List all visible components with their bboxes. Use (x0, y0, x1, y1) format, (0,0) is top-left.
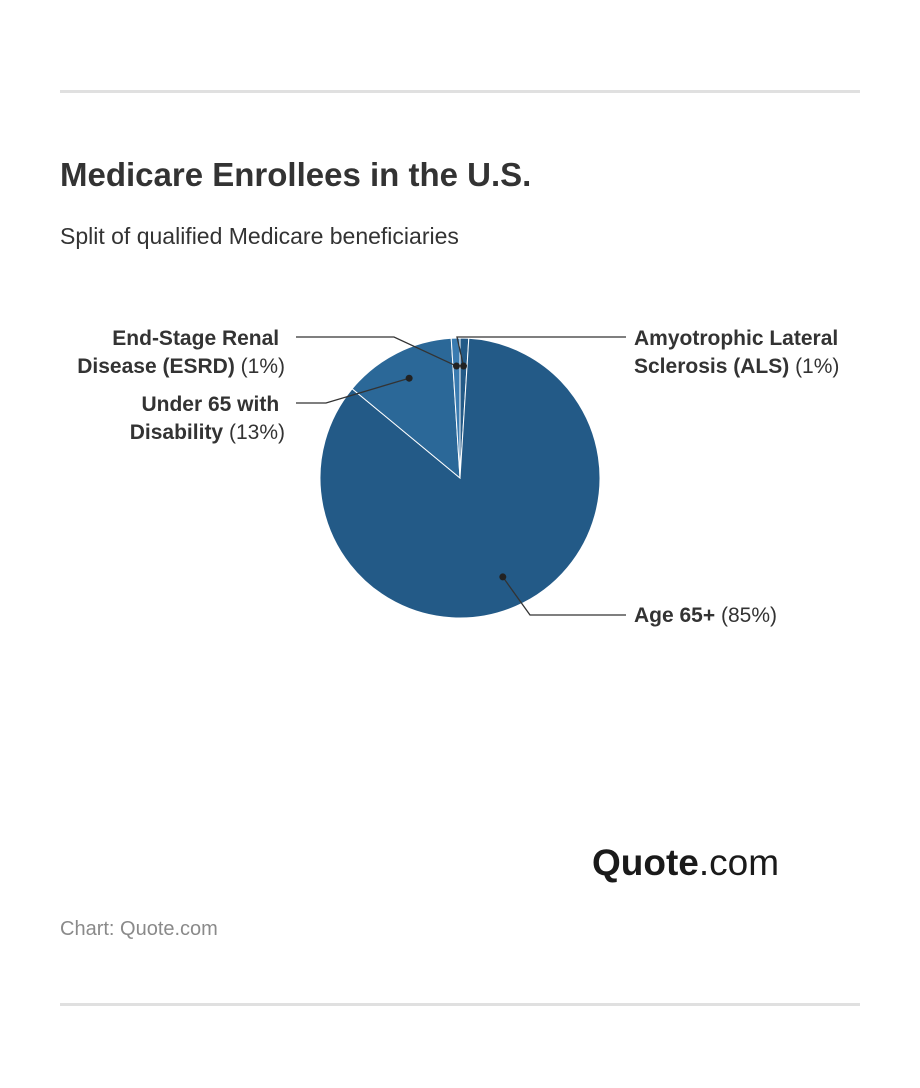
pie-chart: End-Stage Renal Disease (ESRD) (1%) Unde… (77, 327, 844, 627)
leader-under-65-disability-dot (405, 374, 413, 382)
bottom-divider (60, 1003, 860, 1006)
leader-als (456, 336, 626, 367)
top-divider (60, 90, 860, 93)
label-als-line2: Sclerosis (ALS) (1%) (634, 355, 839, 378)
label-disability-line1: Under 65 with (141, 393, 279, 416)
label-esrd-line2: Disease (ESRD) (1%) (77, 355, 285, 378)
label-age65: Age 65+ (85%) (634, 604, 777, 627)
leader-age-65-dot (499, 573, 507, 581)
label-esrd-line1: End-Stage Renal (112, 327, 279, 350)
label-disability-line2: Disability (13%) (130, 421, 285, 444)
chart-subtitle: Split of qualified Medicare beneficiarie… (60, 223, 459, 249)
slice-under-65-disability (351, 337, 461, 480)
label-age65-name: Age 65+ (634, 604, 715, 627)
label-esrd: End-Stage Renal Disease (ESRD) (1%) (77, 327, 285, 378)
quote-logo: Quote.com (592, 842, 780, 883)
slice-esrd (450, 337, 461, 479)
chart-source: Chart: Quote.com (60, 918, 218, 940)
label-disability: Under 65 with Disability (13%) (130, 393, 285, 444)
leader-esrd-dot (452, 362, 460, 370)
leader-under-65-disability (296, 377, 410, 404)
leader-als-dot (460, 362, 468, 370)
label-als: Amyotrophic Lateral Sclerosis (ALS) (1%) (634, 327, 844, 378)
label-als-line1: Amyotrophic Lateral (634, 327, 838, 350)
leader-esrd (296, 336, 457, 367)
leader-age-65 (502, 576, 626, 616)
chart-title: Medicare Enrollees in the U.S. (60, 156, 532, 193)
